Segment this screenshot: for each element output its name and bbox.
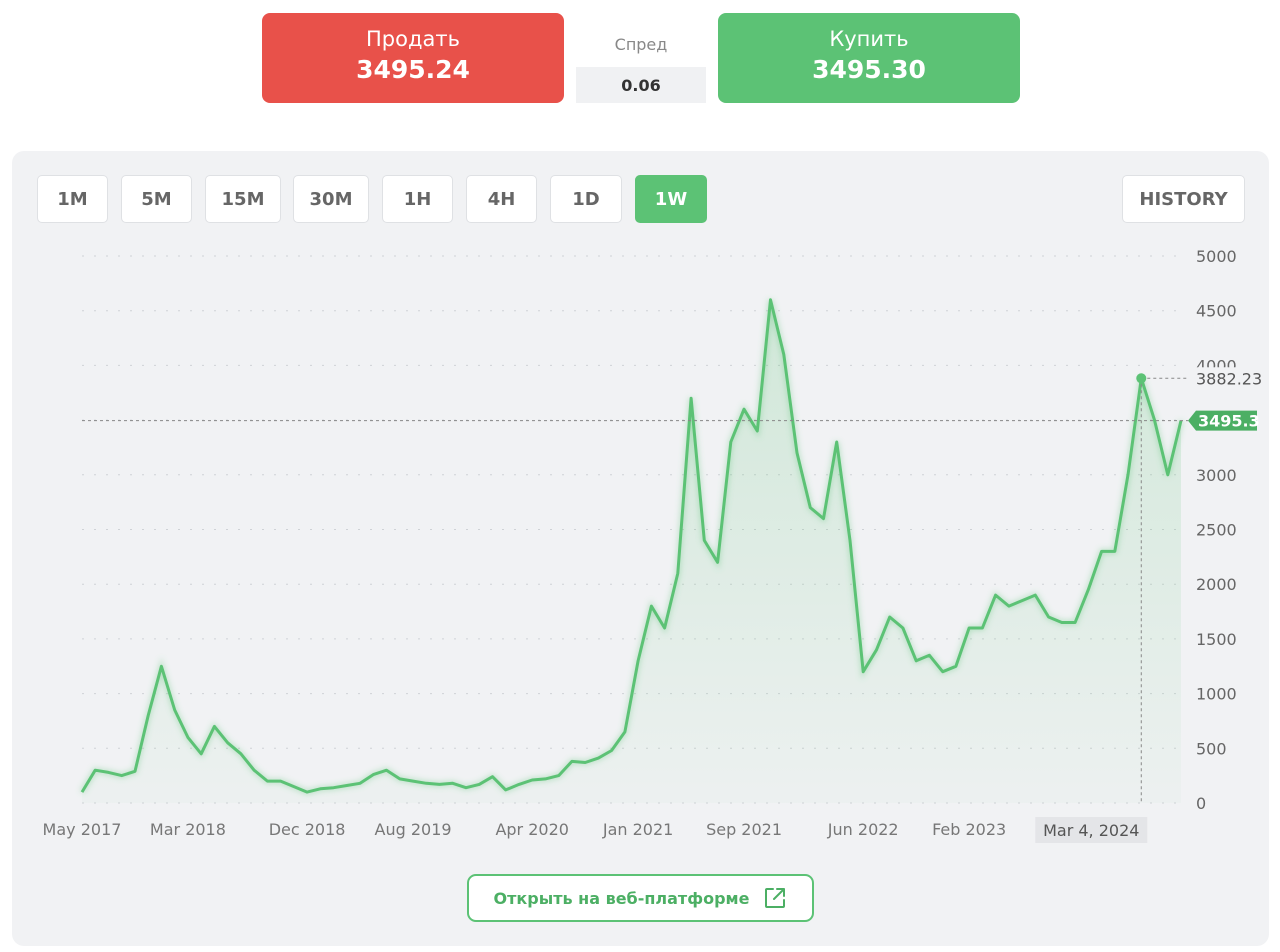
x-tick-label: May 2017 [43, 820, 122, 839]
x-tick-label: Mar 2018 [150, 820, 226, 839]
crosshair-value-bg [1193, 367, 1265, 390]
buy-price: 3495.30 [812, 55, 926, 84]
y-tick-label: 5000 [1196, 247, 1237, 266]
x-tick-label: Jun 2022 [827, 820, 899, 839]
external-link-icon [765, 888, 786, 908]
crosshair-date: Mar 4, 2024 [1043, 821, 1139, 840]
y-tick-label: 2500 [1196, 521, 1237, 540]
buy-button[interactable]: Купить 3495.30 [718, 13, 1020, 103]
timeframe-button[interactable]: 1M [37, 175, 108, 223]
web-platform-label: Открыть на веб-платформе [493, 888, 750, 908]
history-button[interactable]: HISTORY [1122, 175, 1245, 223]
web-platform-button[interactable]: Открыть на веб-платформе [467, 874, 814, 922]
x-tick-label: Apr 2020 [495, 820, 568, 839]
timeframe-button[interactable]: 1D [550, 175, 622, 223]
last-price-label: 3495.3 [1198, 412, 1260, 431]
crosshair-value: 3882.23 [1196, 369, 1262, 388]
spread-value: 0.06 [576, 67, 706, 103]
chart-panel [12, 151, 1269, 946]
x-tick-label: Feb 2023 [932, 820, 1006, 839]
y-tick-label: 4500 [1196, 302, 1237, 321]
hover-point [1136, 373, 1147, 384]
sell-label: Продать [366, 27, 460, 51]
y-tick-label: 1000 [1196, 685, 1237, 704]
x-tick-label: Dec 2018 [269, 820, 346, 839]
y-tick-label: 1500 [1196, 630, 1237, 649]
timeframe-button[interactable]: 1W [635, 175, 707, 223]
sell-button[interactable]: Продать 3495.24 [262, 13, 564, 103]
crosshair-date-bg [1035, 817, 1148, 843]
last-price-tag [1188, 410, 1257, 431]
area [82, 299, 1181, 803]
spread-label: Спред [614, 35, 668, 54]
timeframe-button[interactable]: 1H [382, 175, 453, 223]
x-tick-label: Aug 2019 [375, 820, 452, 839]
y-tick-label: 2000 [1196, 575, 1237, 594]
price-line [80, 298, 1183, 794]
timeframe-button[interactable]: 30M [293, 175, 369, 223]
sell-price: 3495.24 [356, 55, 470, 84]
buy-label: Купить [829, 27, 909, 51]
x-tick-label: Sep 2021 [706, 820, 782, 839]
timeframe-button[interactable]: 4H [466, 175, 537, 223]
timeframe-button[interactable]: 5M [121, 175, 192, 223]
y-tick-label: 0 [1196, 794, 1206, 813]
x-tick-label: Jan 2021 [602, 820, 673, 839]
y-tick-label: 500 [1196, 739, 1227, 758]
y-tick-label: 3000 [1196, 466, 1237, 485]
timeframe-button[interactable]: 15M [205, 175, 281, 223]
